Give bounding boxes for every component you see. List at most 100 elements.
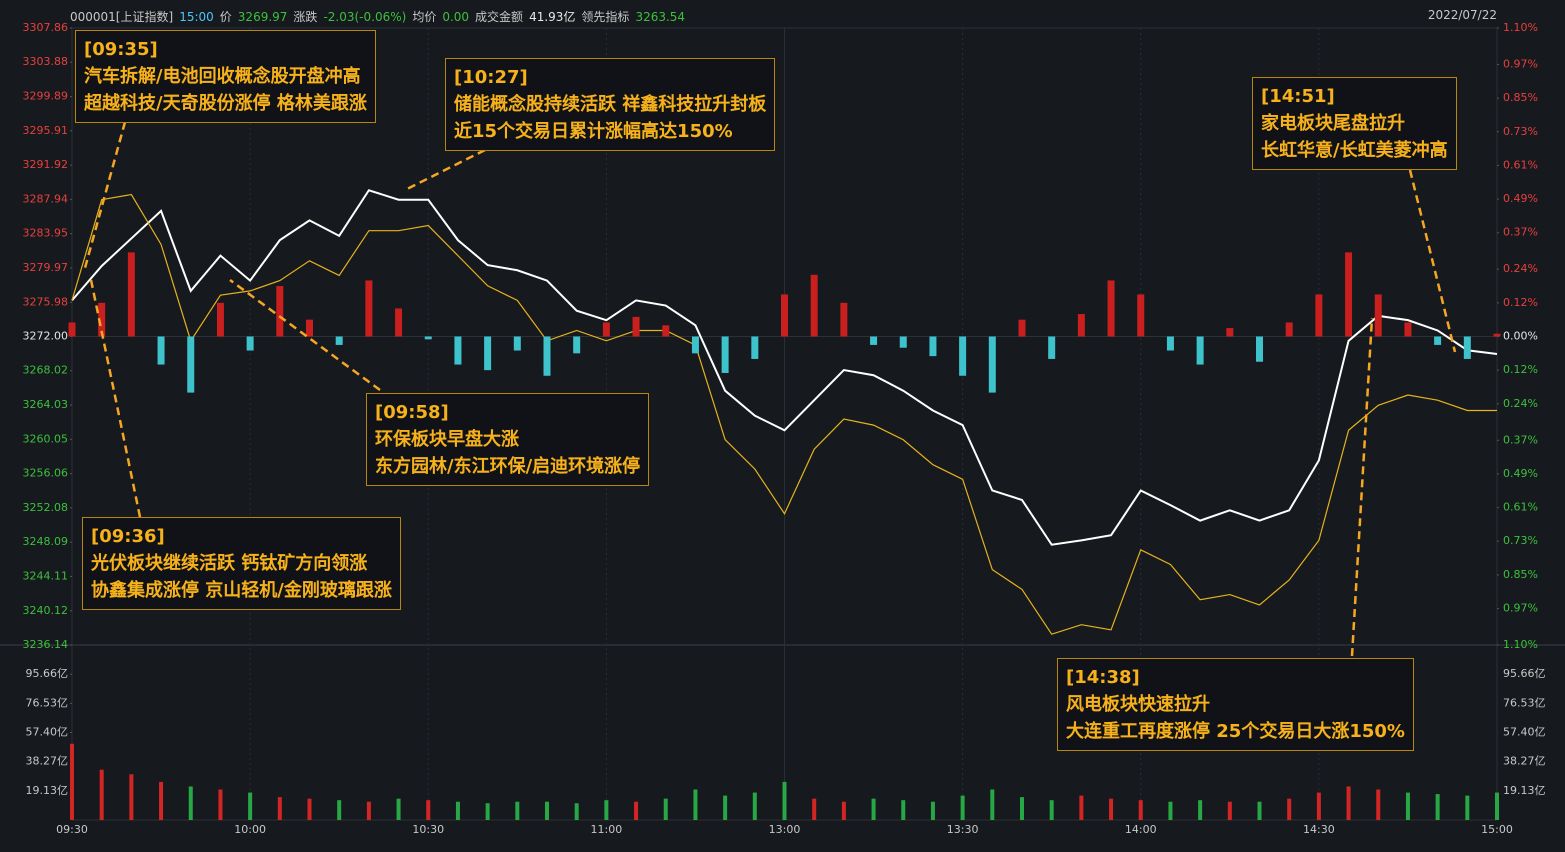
y-tick-label: 57.40亿	[26, 725, 69, 738]
y-tick-label: 19.13亿	[1503, 784, 1546, 797]
volume-bar	[634, 801, 639, 820]
histogram-bar	[721, 336, 729, 373]
volume-bar	[1168, 801, 1173, 820]
volume-bar	[782, 781, 787, 820]
histogram-bar	[899, 336, 907, 348]
volume-bar	[1435, 794, 1440, 820]
histogram-bar	[840, 302, 848, 337]
histogram-bar	[929, 336, 937, 357]
histogram-bar	[454, 336, 462, 365]
volume-bar	[515, 801, 520, 820]
histogram-bar	[1048, 336, 1056, 359]
volume-bar	[960, 795, 965, 820]
volume-bar	[574, 803, 579, 820]
annotation: [10:27] 储能概念股持续活跃 祥鑫科技拉升封板 近15个交易日累计涨幅高达15…	[445, 58, 776, 151]
value: 3269.97	[237, 10, 288, 24]
pointer	[404, 148, 486, 192]
histogram-bar	[988, 336, 996, 393]
histogram-bar	[127, 252, 135, 337]
annotation-text: 大连重工再度涨停 25个交易日大涨150%	[1066, 721, 1405, 742]
y2-tick-label: 0.49%	[1503, 192, 1538, 205]
volume-bar	[1316, 792, 1321, 820]
histogram-bar	[781, 294, 788, 337]
histogram-bar	[632, 316, 640, 337]
code: 000001[上证指数]	[70, 10, 174, 24]
y2-tick-label: 0.85%	[1503, 91, 1538, 104]
label: 领先指标	[581, 10, 630, 24]
y2-tick-label: 1.10%	[1503, 21, 1538, 34]
histogram-bar	[335, 336, 343, 345]
y2-tick-label: 0.49%	[1503, 467, 1538, 480]
histogram-bar	[395, 308, 403, 337]
y2-tick-label: 0.37%	[1503, 433, 1538, 446]
y-tick-label: 38.27亿	[26, 755, 69, 768]
volume-bar	[99, 769, 104, 820]
header: 000001[上证指数] 15:00 价 3269.97 涨跌 -2.03(-0.06%)…	[70, 8, 691, 25]
volume-bar	[485, 803, 490, 820]
volume-bar	[871, 798, 876, 820]
y2-tick-label: 0.97%	[1503, 57, 1538, 70]
annotation-text: 近15个交易日累计涨幅高达150%	[454, 121, 733, 142]
annotation-text: 超越科技/天奇股份涨停 格林美跟涨	[84, 93, 367, 114]
volume-bar	[1376, 789, 1381, 820]
annotation-time: [09:58]	[375, 402, 449, 423]
y2-tick-label: 0.24%	[1503, 262, 1538, 275]
x-tick-label: 10:00	[234, 823, 266, 836]
y2-tick-label: 0.12%	[1503, 363, 1538, 376]
y-tick-label: 76.53亿	[26, 696, 69, 709]
histogram-bar	[1137, 294, 1145, 337]
histogram-bar	[365, 280, 373, 337]
volume-bar	[426, 800, 431, 820]
volume-bar	[248, 792, 253, 820]
volume-bar	[1198, 800, 1203, 820]
volume-bar	[218, 789, 223, 820]
annotation: [09:36] 光伏板块继续活跃 钙钛矿方向领涨 协鑫集成涨停 京山轻机/金刚玻璃跟…	[82, 517, 401, 610]
x-tick-label: 14:30	[1303, 823, 1335, 836]
x-tick-label: 13:30	[947, 823, 979, 836]
y2-tick-label: 0.24%	[1503, 397, 1538, 410]
x-tick-label: 14:00	[1125, 823, 1157, 836]
histogram-bar	[1107, 280, 1115, 337]
annotation-text: 家电板块尾盘拉升	[1261, 113, 1405, 134]
date: 2022/07/22	[1427, 8, 1497, 22]
time: 15:00	[179, 10, 214, 24]
y-tick-label: 19.13亿	[26, 784, 69, 797]
histogram-bar	[424, 336, 432, 340]
volume-bar	[337, 800, 342, 820]
volume-bar	[1465, 795, 1470, 820]
price-line	[71, 189, 1498, 546]
y-tick-label: 3275.98	[23, 295, 69, 308]
volume-bar	[455, 801, 460, 820]
y-tick-label: 3291.92	[23, 158, 69, 171]
histogram-bar	[246, 336, 254, 351]
y-tick-label: 3272.00	[23, 330, 69, 343]
histogram-bar	[959, 336, 967, 376]
volume-bar	[930, 801, 935, 820]
histogram-bar	[216, 302, 224, 337]
y-tick-label: 3256.06	[23, 467, 69, 480]
volume-bar	[1287, 798, 1292, 820]
y2-tick-label: 0.61%	[1503, 501, 1538, 514]
annotation: [14:38] 风电板块快速拉升 大连重工再度涨停 25个交易日大涨150%	[1057, 658, 1414, 751]
histogram-bar	[98, 302, 106, 337]
volume-bar	[1079, 795, 1084, 820]
histogram-bar	[1196, 336, 1204, 365]
histogram-bar	[870, 336, 878, 345]
annotation-time: [09:36]	[91, 526, 165, 547]
volume-bar	[1109, 798, 1114, 820]
volume-bar	[901, 800, 906, 820]
volume-bar	[307, 798, 312, 820]
y-tick-label: 95.66亿	[1503, 667, 1546, 680]
y2-tick-label: 0.61%	[1503, 158, 1538, 171]
volume-bar	[604, 800, 609, 820]
volume-bar	[693, 789, 698, 820]
histogram-bar	[1374, 294, 1382, 337]
annotation-text: 长虹华意/长虹美菱冲高	[1261, 140, 1448, 161]
y-tick-label: 3299.89	[23, 90, 69, 103]
pointer	[229, 278, 381, 392]
histogram-bar	[691, 336, 699, 354]
histogram-bar	[1077, 314, 1085, 337]
volume-bar	[277, 797, 282, 820]
